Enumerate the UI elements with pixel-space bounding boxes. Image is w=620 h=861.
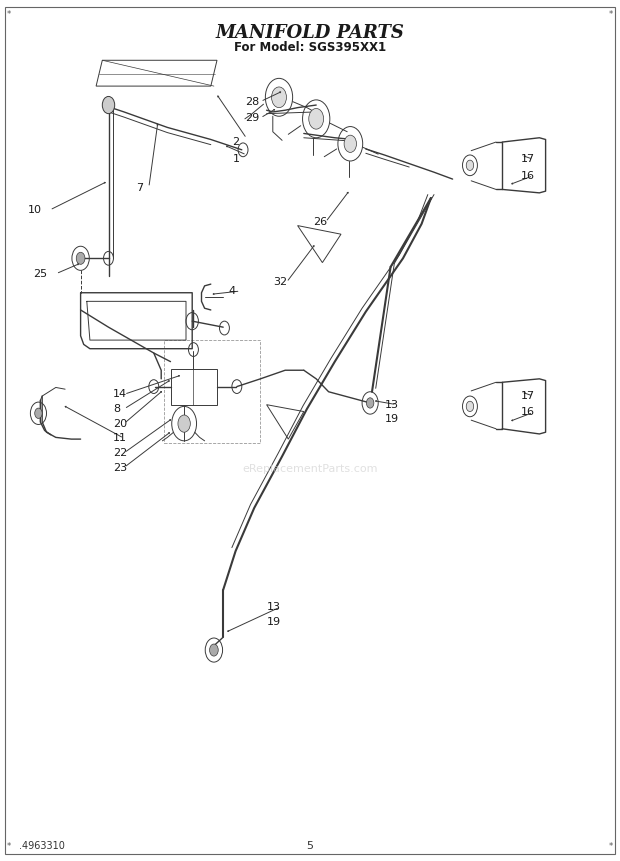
Circle shape — [466, 401, 474, 412]
Text: eReplacementParts.com: eReplacementParts.com — [242, 464, 378, 474]
Text: 10: 10 — [28, 205, 42, 215]
Text: 26: 26 — [313, 217, 327, 227]
Text: *: * — [7, 842, 11, 851]
Text: .4963310: .4963310 — [19, 840, 64, 851]
Polygon shape — [96, 60, 217, 86]
Text: 4: 4 — [228, 286, 235, 296]
Text: 22: 22 — [113, 448, 127, 458]
Polygon shape — [298, 226, 341, 263]
Text: 28: 28 — [245, 96, 259, 107]
Circle shape — [466, 160, 474, 170]
Text: *: * — [609, 10, 613, 19]
Text: 14: 14 — [113, 389, 127, 400]
Text: 23: 23 — [113, 462, 127, 473]
Text: 32: 32 — [273, 277, 287, 288]
Circle shape — [344, 135, 356, 152]
Text: 16: 16 — [521, 407, 535, 418]
Circle shape — [366, 398, 374, 408]
Text: 17: 17 — [521, 391, 535, 401]
Circle shape — [102, 96, 115, 114]
Text: 11: 11 — [113, 433, 127, 443]
Text: 5: 5 — [306, 840, 314, 851]
Text: 2: 2 — [232, 137, 239, 147]
Text: 1: 1 — [232, 154, 239, 164]
Circle shape — [178, 415, 190, 432]
Text: *: * — [7, 10, 11, 19]
Text: 8: 8 — [113, 404, 120, 414]
Circle shape — [35, 408, 42, 418]
Text: 19: 19 — [384, 414, 399, 424]
Text: 20: 20 — [113, 418, 127, 429]
Text: 17: 17 — [521, 154, 535, 164]
Text: 16: 16 — [521, 170, 535, 181]
Circle shape — [210, 644, 218, 656]
Polygon shape — [267, 405, 304, 439]
Text: 29: 29 — [245, 113, 259, 123]
Text: 25: 25 — [33, 269, 47, 279]
Text: *: * — [609, 842, 613, 851]
Circle shape — [76, 252, 85, 264]
Text: 19: 19 — [267, 616, 281, 627]
Circle shape — [272, 87, 286, 108]
Text: 13: 13 — [384, 400, 399, 410]
Circle shape — [309, 108, 324, 129]
Bar — [164, 340, 260, 443]
Text: 7: 7 — [136, 183, 143, 193]
Text: For Model: SGS395XX1: For Model: SGS395XX1 — [234, 40, 386, 54]
Bar — [170, 369, 217, 405]
Text: 13: 13 — [267, 602, 281, 612]
Text: MANIFOLD PARTS: MANIFOLD PARTS — [216, 24, 404, 41]
